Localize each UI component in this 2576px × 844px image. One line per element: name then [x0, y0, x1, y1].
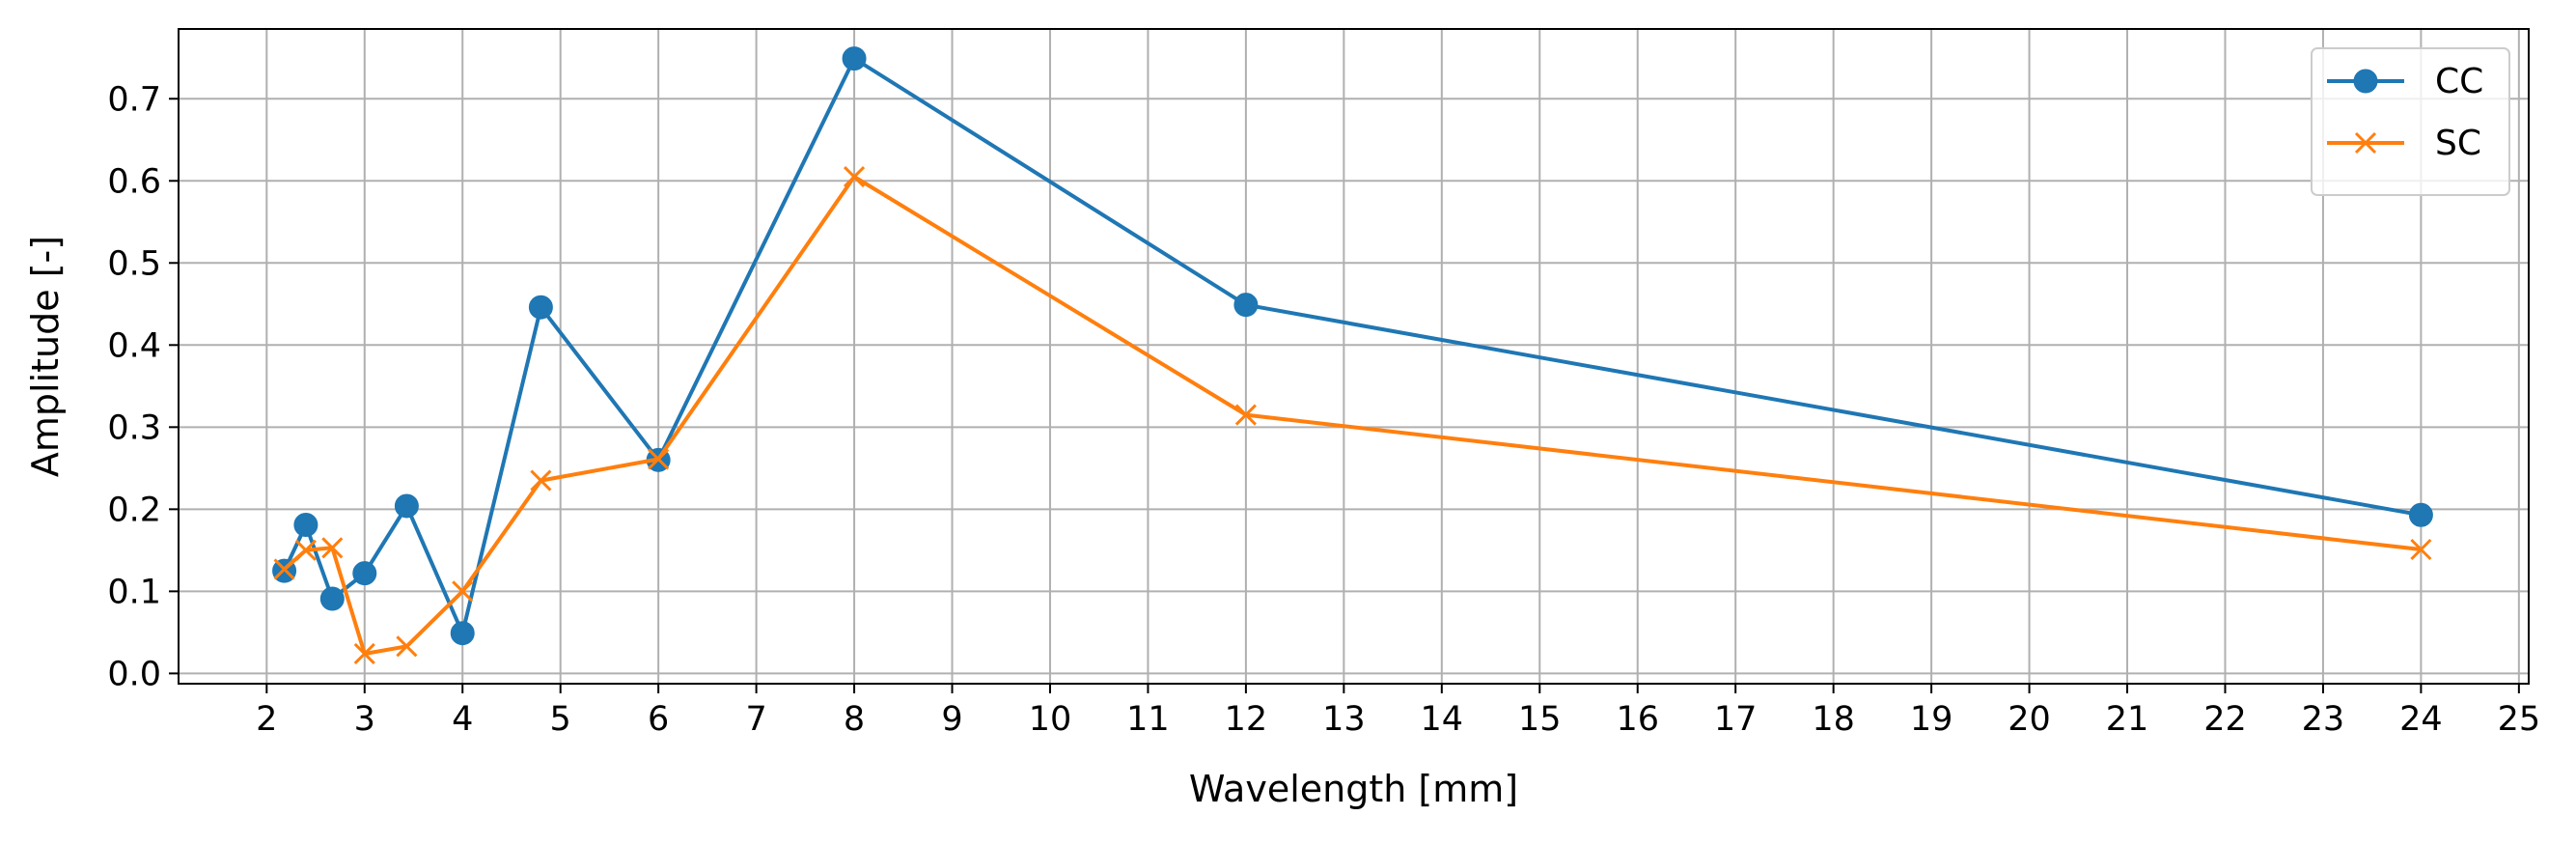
x-tick-label: 4 [452, 700, 473, 739]
legend-items: CC SC [2327, 62, 2483, 163]
data-point [1234, 404, 1257, 426]
x-tick-label: 14 [1421, 700, 1464, 739]
x-tick-label: 15 [1518, 700, 1562, 739]
series-group [272, 46, 2433, 665]
data-point [530, 469, 552, 492]
legend-label: SC [2435, 124, 2481, 163]
y-axis: 0.0 0.1 0.2 0.3 0.4 0.5 0.6 0.7 [107, 80, 179, 693]
data-point [2408, 502, 2433, 527]
x-tick-label: 11 [1126, 700, 1170, 739]
x-tick-label: 13 [1322, 700, 1366, 739]
legend-label: CC [2435, 62, 2483, 101]
x-tick-label: 8 [844, 700, 865, 739]
x-tick-label: 7 [745, 700, 766, 739]
data-point [452, 580, 474, 603]
data-point [294, 539, 317, 561]
x-tick-label: 12 [1225, 700, 1268, 739]
x-tick-label: 20 [2008, 700, 2051, 739]
data-point [450, 621, 475, 646]
data-point [353, 642, 375, 665]
data-point [273, 558, 295, 580]
x-tick-label: 21 [2106, 700, 2149, 739]
data-point [396, 635, 418, 658]
x-tick-label: 25 [2498, 700, 2541, 739]
x-tick-label: 17 [1714, 700, 1758, 739]
data-point [844, 165, 866, 188]
data-point [293, 512, 319, 537]
data-point [319, 586, 345, 611]
data-point [321, 537, 344, 559]
x-tick-label: 18 [1812, 700, 1855, 739]
legend: CC SC [2311, 47, 2510, 196]
x-tick-label: 6 [648, 700, 669, 739]
series-sc [273, 165, 2432, 665]
y-tick-label: 0.4 [107, 326, 161, 365]
series-cc [272, 46, 2433, 646]
y-tick-label: 0.0 [107, 655, 161, 693]
y-axis-title: Amplitude [-] [24, 236, 67, 477]
data-point [1233, 293, 1259, 318]
y-tick-label: 0.2 [107, 491, 161, 529]
legend-marker [2353, 69, 2378, 94]
x-tick-label: 10 [1029, 700, 1072, 739]
x-tick-label: 5 [550, 700, 571, 739]
x-tick-label: 19 [1910, 700, 1953, 739]
data-point [2410, 538, 2432, 561]
y-tick-label: 0.3 [107, 408, 161, 447]
x-tick-label: 3 [354, 700, 375, 739]
plot-frame [178, 28, 2530, 685]
x-tick-label: 22 [2203, 700, 2247, 739]
y-tick-label: 0.1 [107, 573, 161, 611]
y-tick-label: 0.5 [107, 244, 161, 283]
x-tick-label: 16 [1616, 700, 1659, 739]
legend-item-cc: CC [2327, 62, 2483, 101]
y-tick-label: 0.6 [107, 162, 161, 201]
legend-item-sc: SC [2327, 124, 2481, 163]
data-point [842, 46, 867, 71]
data-point [648, 448, 670, 470]
data-point [394, 493, 419, 519]
legend-marker [2354, 131, 2377, 155]
data-point [528, 295, 553, 320]
x-axis: 2 3 4 5 6 7 8 9 10 11 12 13 14 15 16 17 18 19 20 21 22 23 24 25 [256, 684, 2540, 739]
x-axis-title: Wavelength [mm] [1189, 768, 1518, 810]
x-tick-label: 24 [2399, 700, 2443, 739]
y-tick-label: 0.7 [107, 80, 161, 119]
x-tick-label: 2 [256, 700, 277, 739]
data-point [352, 561, 377, 586]
x-tick-label: 23 [2302, 700, 2345, 739]
x-tick-label: 9 [941, 700, 962, 739]
